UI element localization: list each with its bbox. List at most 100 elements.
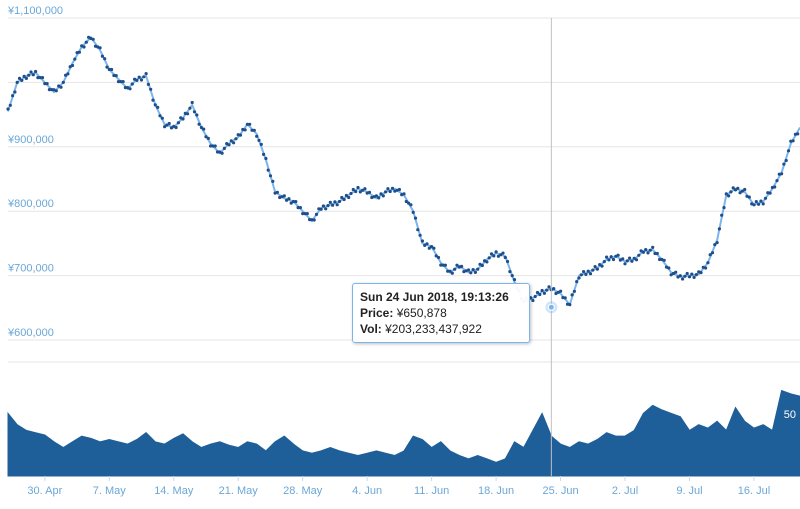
- y-tick-label: ¥700,000: [7, 263, 54, 275]
- price-marker: [639, 249, 643, 253]
- price-marker: [717, 227, 722, 231]
- price-marker: [586, 269, 590, 273]
- price-marker: [314, 212, 319, 216]
- price-marker: [434, 254, 438, 258]
- price-marker: [570, 293, 574, 297]
- price-marker: [531, 298, 535, 303]
- price-marker: [6, 107, 10, 111]
- price-marker: [740, 189, 745, 193]
- price-marker: [100, 54, 104, 58]
- price-marker: [77, 50, 81, 54]
- price-marker: [460, 264, 464, 268]
- price-marker: [146, 82, 150, 86]
- price-marker: [485, 260, 489, 264]
- price-marker: [436, 255, 441, 260]
- price-marker: [105, 65, 109, 69]
- price-marker: [588, 272, 593, 276]
- price-marker: [50, 88, 54, 92]
- price-marker: [340, 195, 344, 200]
- x-tick-label: 7. May: [93, 485, 127, 497]
- price-marker: [282, 194, 286, 198]
- price-marker: [344, 193, 348, 198]
- price-marker: [752, 203, 756, 207]
- y-tick-label: ¥1,100,000: [7, 5, 63, 17]
- price-marker: [729, 190, 733, 194]
- price-marker: [644, 248, 648, 252]
- price-marker: [397, 187, 401, 192]
- price-marker: [139, 78, 144, 82]
- price-marker: [130, 82, 134, 86]
- price-marker: [535, 290, 540, 295]
- price-marker: [685, 271, 689, 276]
- price-marker: [301, 212, 305, 216]
- price-marker: [271, 179, 275, 183]
- price-marker: [430, 245, 434, 249]
- price-marker: [190, 100, 194, 105]
- price-marker: [40, 76, 45, 80]
- price-marker: [763, 196, 768, 200]
- price-marker: [547, 285, 551, 289]
- price-marker: [287, 197, 291, 201]
- price-marker: [476, 267, 480, 271]
- price-marker: [501, 251, 505, 255]
- price-marker: [197, 122, 201, 126]
- x-tick-label: 14. May: [154, 485, 194, 497]
- price-marker: [186, 112, 190, 116]
- price-marker: [181, 117, 185, 121]
- price-marker: [441, 263, 445, 267]
- price-marker: [600, 264, 604, 268]
- price-marker: [354, 189, 358, 194]
- price-marker: [61, 80, 65, 84]
- x-tick-label: 30. Apr: [27, 485, 62, 497]
- price-marker: [402, 192, 406, 196]
- price-marker: [167, 121, 171, 126]
- price-marker: [655, 251, 659, 256]
- price-marker: [715, 241, 719, 245]
- price-marker: [713, 243, 717, 247]
- price-marker: [630, 259, 634, 263]
- price-marker: [727, 194, 731, 198]
- price-marker: [690, 272, 694, 276]
- price-marker: [70, 63, 75, 68]
- price-marker: [420, 239, 424, 243]
- price-series[interactable]: [7, 35, 800, 307]
- price-marker: [662, 258, 666, 262]
- price-marker: [492, 254, 496, 258]
- price-marker: [149, 87, 153, 91]
- price-marker: [784, 158, 788, 163]
- price-marker: [22, 74, 26, 78]
- volume-series[interactable]: [7, 389, 800, 477]
- price-marker: [687, 275, 692, 279]
- price-marker: [648, 248, 652, 252]
- price-marker: [773, 185, 777, 189]
- price-marker: [342, 197, 346, 202]
- price-marker: [446, 269, 450, 273]
- price-marker: [144, 72, 148, 76]
- price-marker: [361, 188, 365, 192]
- price-marker: [423, 243, 427, 247]
- price-marker: [704, 266, 708, 270]
- price-marker: [577, 276, 581, 280]
- price-marker: [487, 256, 491, 260]
- price-marker: [651, 245, 655, 249]
- price-marker: [506, 259, 510, 264]
- price-marker: [710, 251, 715, 255]
- price-marker: [45, 82, 49, 86]
- price-marker: [605, 255, 609, 259]
- price-marker: [312, 218, 316, 222]
- price-line: [7, 35, 800, 307]
- price-marker: [724, 192, 728, 196]
- x-tick-label: 18. Jun: [478, 485, 514, 497]
- price-marker: [512, 278, 517, 282]
- price-marker: [308, 218, 312, 222]
- price-marker: [29, 70, 33, 74]
- price-marker: [15, 80, 19, 84]
- tooltip-price-row: Price: ¥650,878: [360, 305, 522, 321]
- price-marker: [674, 270, 678, 274]
- price-marker: [646, 251, 650, 255]
- axis-layer: ¥1,100,000 ¥900,000 ¥800,000 ¥700,000 ¥600,0…: [7, 5, 796, 497]
- price-marker: [351, 187, 355, 192]
- price-marker: [47, 88, 52, 92]
- price-marker: [206, 136, 210, 140]
